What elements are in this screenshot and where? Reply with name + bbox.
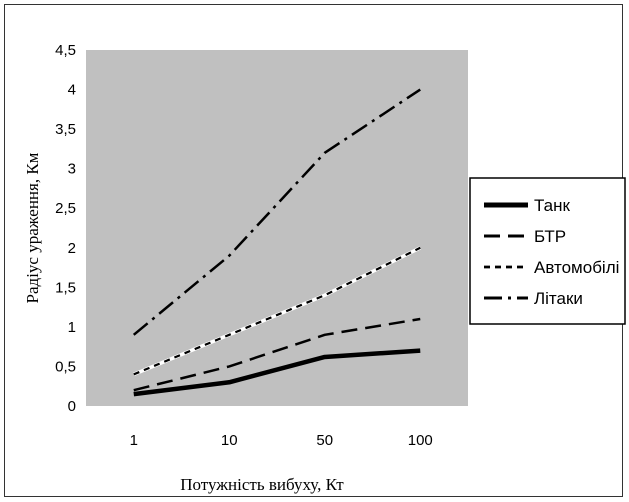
y-tick-label: 2,5 bbox=[55, 200, 76, 217]
legend-box bbox=[469, 177, 626, 325]
x-tick-label: 10 bbox=[221, 432, 238, 449]
y-tick-label: 0,5 bbox=[55, 358, 76, 375]
series-line bbox=[133, 246, 421, 376]
x-tick-label: 1 bbox=[130, 432, 138, 449]
y-tick-label: 3 bbox=[68, 161, 76, 178]
y-tick-label: 0 bbox=[68, 398, 76, 415]
legend-label: Літаки bbox=[534, 289, 583, 308]
x-tick-label: 50 bbox=[316, 432, 333, 449]
y-tick-label: 1 bbox=[68, 319, 76, 336]
legend-label: Танк bbox=[534, 196, 570, 215]
y-axis: 0 0,5 1 1,5 2 2,5 3 3,5 4 4,5 bbox=[55, 42, 76, 415]
y-tick-label: 1,5 bbox=[55, 279, 76, 296]
series-line bbox=[133, 317, 421, 392]
series-line bbox=[132, 88, 421, 336]
plot-area bbox=[86, 50, 468, 406]
y-axis-title: Радіус ураження, Км bbox=[23, 152, 42, 303]
y-tick-label: 3,5 bbox=[55, 121, 76, 138]
legend-label: БТР bbox=[534, 227, 566, 246]
legend-label: Автомобілі bbox=[534, 258, 619, 277]
x-axis-title: Потужність вибуху, Кт bbox=[180, 475, 344, 494]
x-axis: 1 10 50 100 bbox=[130, 432, 433, 449]
series-line bbox=[133, 348, 421, 397]
y-tick-label: 2 bbox=[68, 240, 76, 257]
y-tick-label: 4 bbox=[68, 82, 76, 99]
legend: Танк БТР Автомобілі Літаки bbox=[469, 177, 626, 325]
series-lines bbox=[132, 88, 422, 397]
x-tick-label: 100 bbox=[408, 432, 433, 449]
y-tick-label: 4,5 bbox=[55, 42, 76, 59]
